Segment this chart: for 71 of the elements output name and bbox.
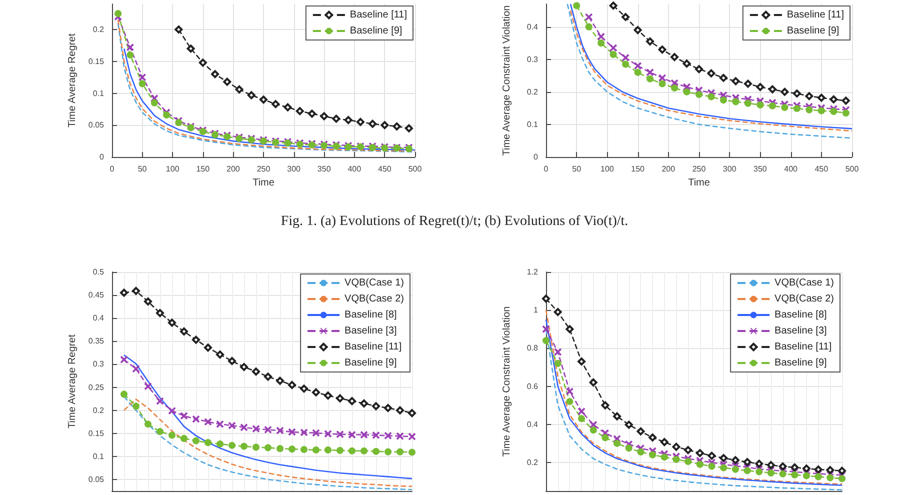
y-tick-label: 0.4 (526, 22, 539, 32)
x-tick-label: 350 (754, 164, 768, 174)
y-tick-label: 0.5 (92, 268, 105, 276)
y-tick-label: 0.8 (526, 344, 539, 353)
y-tick-label: 0.25 (88, 382, 105, 392)
x-tick-label: 400 (348, 164, 362, 174)
x-tick-label: 500 (845, 164, 860, 174)
legend-label: VQB(Case 1) (344, 278, 404, 288)
caption: Fig. 1. (a) Evolutions of Regret(t)/t; (b) Evolutions of Vio(t)/t. (280, 214, 628, 229)
y-tick-label: 0 (534, 152, 539, 162)
legend-label: VQB(Case 2) (774, 294, 834, 304)
y-tick-label: 0.2 (92, 406, 105, 415)
y-tick-label: 0.45 (88, 290, 105, 300)
x-tick-label: 500 (408, 164, 422, 174)
legend-label: Baseline [9] (344, 358, 398, 368)
x-tick-label: 200 (226, 164, 240, 174)
legend-label: Baseline [9] (350, 26, 402, 36)
x-tick-label: 450 (814, 164, 829, 174)
x-axis-title: Time (688, 177, 710, 188)
y-tick-label: 0.05 (88, 474, 105, 484)
x-tick-label: 400 (784, 164, 798, 174)
y-tick-label: 1 (534, 306, 539, 315)
x-tick-label: 50 (138, 164, 148, 174)
y-tick-label: 0.1 (92, 452, 105, 461)
x-tick-label: 150 (631, 164, 646, 174)
legend-label: Baseline [9] (786, 26, 840, 36)
x-tick-label: 100 (600, 164, 614, 174)
y-axis-title: Time Average Constraint Violation (502, 5, 512, 156)
y-tick-label: 0.1 (526, 120, 539, 129)
y-tick-label: 0.2 (526, 87, 539, 96)
y-tick-label: 0.05 (88, 120, 105, 130)
y-tick-label: 0.35 (88, 336, 105, 346)
legend-label: Baseline [3] (344, 326, 398, 336)
y-tick-label: 0.4 (526, 420, 539, 429)
y-tick-label: 0.2 (92, 25, 105, 34)
legend-label: Baseline [8] (774, 310, 828, 320)
y-tick-label: 0.6 (526, 382, 539, 391)
y-tick-label: 0.3 (92, 360, 105, 369)
x-tick-label: 100 (166, 164, 180, 174)
legend-label: Baseline [9] (774, 358, 828, 368)
x-tick-label: 250 (256, 164, 271, 174)
y-tick-label: 0.1 (92, 88, 105, 98)
legend-label: Baseline [11] (350, 10, 408, 20)
legend-label: Baseline [11] (786, 10, 844, 20)
y-tick-label: 0.15 (88, 428, 105, 438)
y-tick-label: 0.4 (92, 314, 105, 323)
x-tick-label: 150 (196, 164, 210, 174)
y-tick-label: 0 (100, 152, 105, 162)
legend-label: VQB(Case 2) (344, 294, 404, 304)
x-tick-label: 0 (110, 164, 115, 174)
x-tick-label: 450 (378, 164, 392, 174)
x-tick-label: 200 (662, 164, 676, 174)
x-tick-label: 0 (544, 164, 549, 174)
x-tick-label: 300 (722, 164, 737, 174)
y-tick-label: 0.2 (526, 458, 539, 467)
y-axis-title: Time Average Regret (67, 334, 78, 428)
y-tick-label: 1.2 (526, 268, 539, 276)
x-tick-label: 350 (317, 164, 332, 174)
x-tick-label: 300 (287, 164, 302, 174)
y-tick-label: 0.15 (88, 56, 105, 66)
x-tick-label: 50 (572, 164, 582, 174)
y-axis-title: Time Average Regret (67, 33, 78, 128)
y-tick-label: 0.3 (526, 54, 539, 64)
legend-label: Baseline [3] (774, 326, 828, 336)
legend-label: VQB(Case 1) (774, 278, 834, 288)
legend-label: Baseline [11] (774, 342, 832, 352)
x-tick-label: 250 (692, 164, 706, 174)
legend-label: Baseline [8] (344, 310, 398, 320)
legend-label: Baseline [11] (344, 342, 402, 352)
y-axis-title: Time Average Constraint Violation (502, 306, 512, 457)
x-axis-title: Time (252, 177, 275, 188)
